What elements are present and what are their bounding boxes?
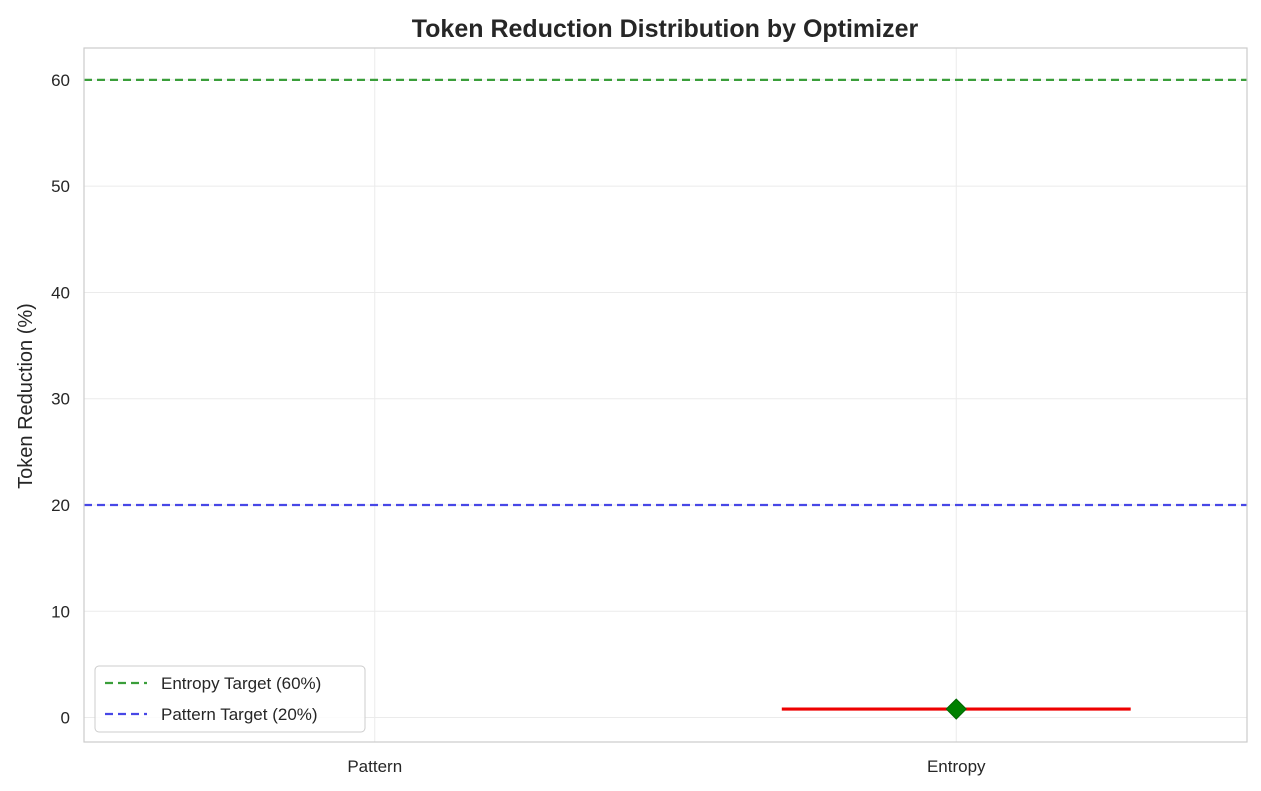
legend-label-entropy-target: Entropy Target (60%)	[161, 674, 321, 693]
y-tick-label: 0	[61, 709, 70, 728]
chart-title: Token Reduction Distribution by Optimize…	[412, 15, 919, 43]
legend: Entropy Target (60%) Pattern Target (20%…	[95, 666, 365, 732]
y-tick-label: 40	[51, 283, 70, 302]
y-tick-label: 30	[51, 390, 70, 409]
y-tick-label: 50	[51, 177, 70, 196]
x-tick-label: Entropy	[927, 757, 986, 776]
y-axis-label: Token Reduction (%)	[15, 303, 37, 489]
y-tick-label: 10	[51, 602, 70, 621]
legend-label-pattern-target: Pattern Target (20%)	[161, 705, 318, 724]
y-tick-label: 60	[51, 71, 70, 90]
y-tick-label: 20	[51, 496, 70, 515]
x-tick-label: Pattern	[347, 757, 402, 776]
